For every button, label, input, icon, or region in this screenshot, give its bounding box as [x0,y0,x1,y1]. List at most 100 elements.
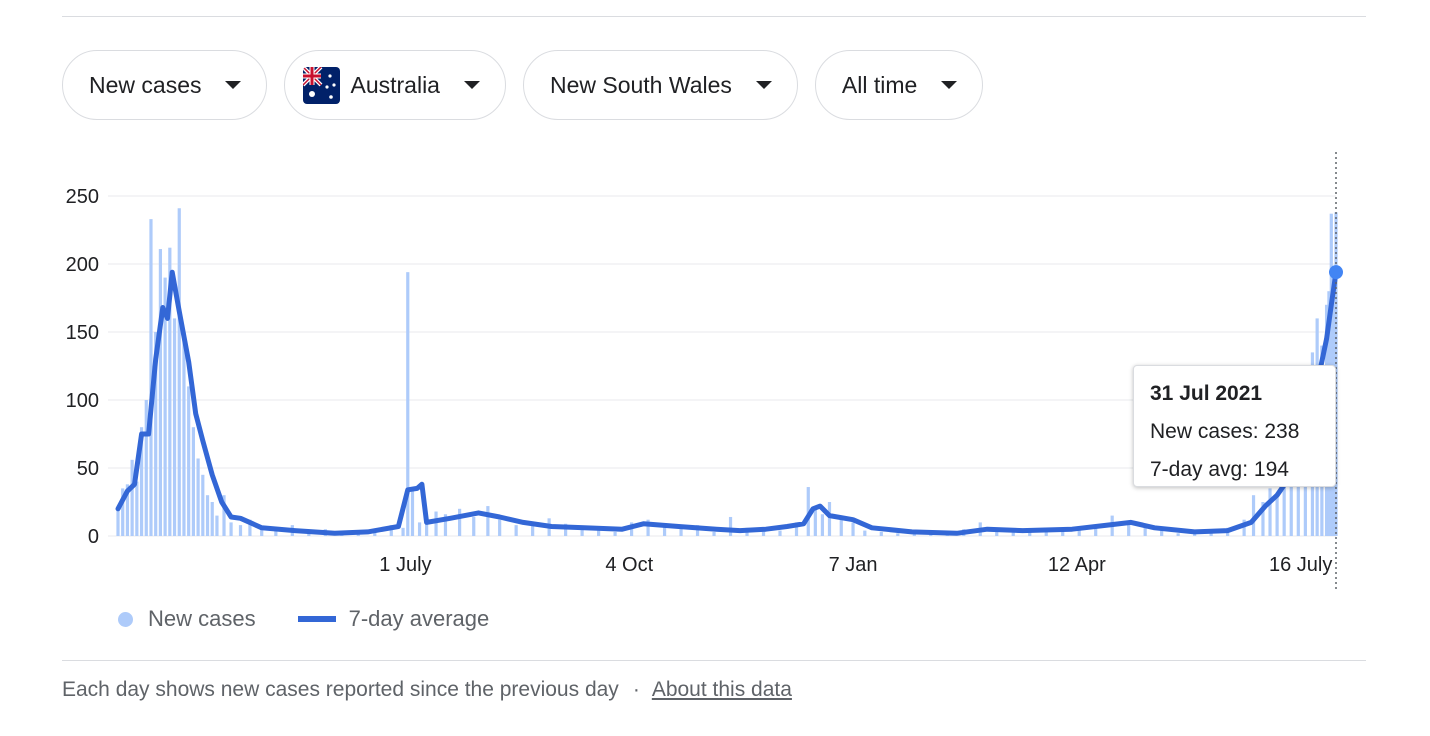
footer-separator: · [632,678,640,701]
bar [410,487,415,536]
x-axis-labels: 1 July 4 Oct 7 Jan 12 Apr 16 July [379,554,1332,576]
bar [222,495,226,536]
chart-legend: New cases 7-day average [118,606,489,632]
period-dropdown[interactable]: All time [814,50,984,120]
bar [1176,533,1180,536]
bar [121,488,125,536]
bar [1261,502,1265,536]
bar [761,529,766,536]
bar [1268,488,1272,536]
bar [389,525,393,536]
bar [514,525,518,536]
metric-dropdown[interactable]: New cases [62,50,268,120]
chevron-down-icon [463,81,480,89]
metric-dropdown-label: New cases [89,71,202,98]
bar [1143,525,1147,536]
bar [149,219,153,536]
bar [896,533,900,536]
bar [1061,531,1065,536]
bar [1334,212,1338,536]
bar [597,530,601,536]
bar [778,530,782,536]
bar [130,459,134,536]
tooltip-new-cases: New cases: 238 [1150,420,1300,443]
bar [274,530,278,536]
bottom-divider [62,660,1366,661]
y-tick-label: 50 [77,458,99,480]
bar [486,506,490,536]
hover-point [1329,265,1343,280]
bar [177,208,181,536]
footer-text: Each day shows new cases reported since … [62,678,619,701]
y-tick-label: 150 [66,322,99,344]
chart-grid [108,195,1336,537]
bar [580,527,584,536]
chevron-down-icon [941,81,958,89]
y-tick-label: 250 [66,186,99,208]
y-tick-label: 200 [66,254,99,276]
bar [839,519,843,536]
bar [1282,481,1286,536]
filter-bar: New cases Australia New South Wales All … [62,50,984,122]
about-data-link[interactable]: About this data [651,678,792,701]
bar [1094,525,1098,536]
bar [201,474,205,536]
bar [1275,495,1279,536]
bar [406,272,410,536]
bar [417,522,422,536]
bar [187,386,191,536]
legend-bars-swatch [118,611,133,627]
bar [139,427,144,536]
bar [498,519,502,536]
bar [863,530,867,536]
bar [827,502,832,536]
bar [215,515,219,536]
bar [425,516,429,536]
chevron-down-icon [225,81,242,89]
bar [662,525,667,536]
region-dropdown[interactable]: New South Wales [522,50,798,120]
bar [182,332,186,536]
bar [813,508,817,536]
seven-day-average-line [115,269,1339,536]
bar [116,508,120,536]
country-dropdown[interactable]: Australia [284,50,506,120]
bar [443,514,448,536]
bar [135,481,139,536]
chart-tooltip: 31 Jul 2021 New cases: 238 7-day avg: 19… [1133,365,1336,487]
bar [712,531,716,536]
bar [125,484,130,536]
bar [191,427,195,536]
bar [1077,527,1081,536]
bar [806,487,810,536]
region-dropdown-label: New South Wales [549,71,732,98]
x-tick-label: 7 Jan [829,554,878,576]
tooltip-date: 31 Jul 2021 [1150,382,1263,405]
bar [1242,519,1246,536]
legend-bars-label: New cases [148,606,256,631]
bar [373,531,377,536]
bar [401,527,405,536]
bar [458,508,462,536]
bar [912,533,916,536]
x-tick-label: 16 July [1269,554,1332,576]
bar [820,514,825,536]
country-dropdown-label: Australia [350,71,440,98]
bar [794,522,799,536]
bar [172,318,177,536]
bar [210,502,214,536]
bar [695,525,700,536]
bar [434,511,438,536]
bar [163,277,167,536]
y-tick-label: 100 [66,390,99,412]
top-divider [62,16,1366,17]
australia-flag-icon [303,66,341,104]
bar [205,495,210,536]
bar [1127,522,1131,536]
bar [248,519,252,536]
bar [1251,495,1256,536]
bar [1044,530,1048,536]
y-axis-labels: 0 50 100 150 200 250 [66,186,99,548]
bar [1160,529,1164,536]
bar [229,522,233,536]
